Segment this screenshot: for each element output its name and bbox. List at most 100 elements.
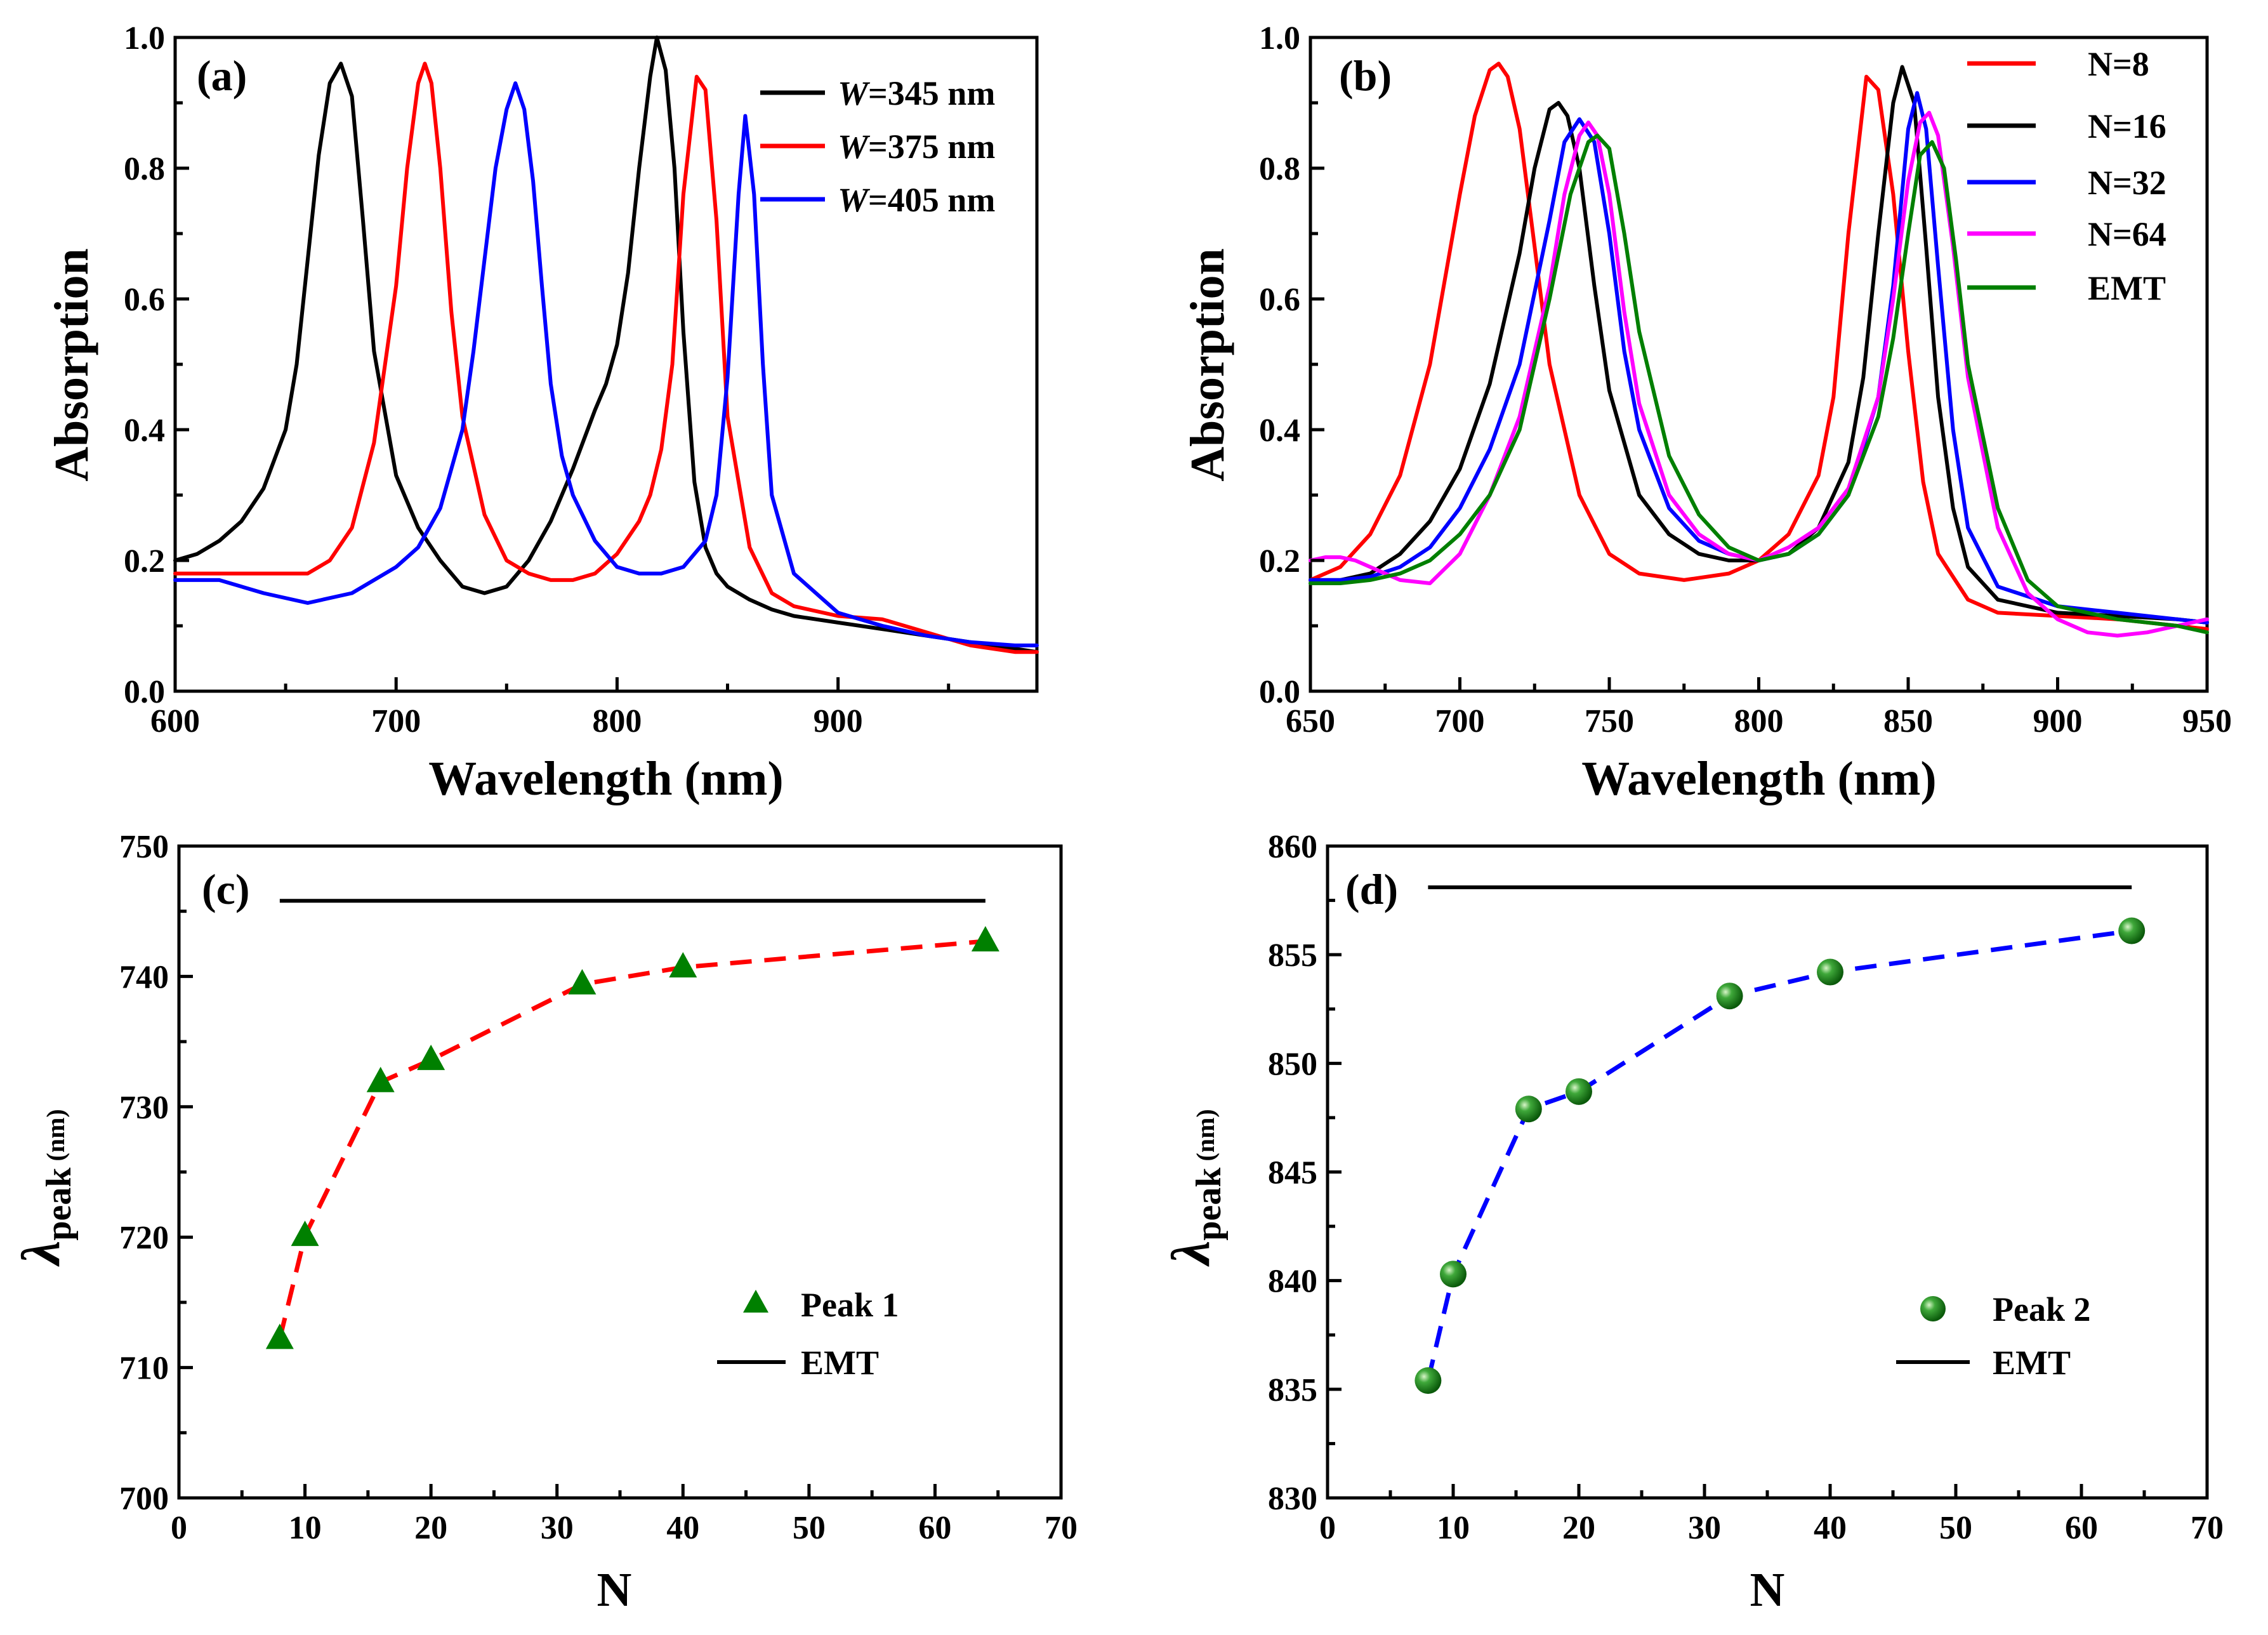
y-tick-label: 0.0 <box>1259 674 1300 710</box>
data-point <box>265 1323 294 1349</box>
legend-label-n32: N=32 <box>2088 164 2166 202</box>
legend-label-n8: N=8 <box>2088 45 2149 83</box>
curves <box>1414 885 2146 1394</box>
ticks: 600 700 800 900 0.0 0.2 0.4 0.6 0.8 1.0 <box>124 20 951 739</box>
x-axis-title: N <box>1750 1563 1785 1617</box>
x-tick-label: 40 <box>1814 1510 1847 1546</box>
x-tick-label: 600 <box>150 703 200 739</box>
y-tick-label: 720 <box>119 1220 169 1256</box>
series-line-1 <box>1309 65 2209 625</box>
panel-d: 0 10 20 30 40 50 60 70 830 835 840 845 850 855 860 (d)… <box>1160 829 2224 1617</box>
legend-label-emt: EMT <box>801 1344 879 1382</box>
y-tick-label: 0.8 <box>124 151 165 187</box>
panel-a: 600 700 800 900 0.0 0.2 0.4 0.6 0.8 1.0 (a) Wavel… <box>45 20 1039 805</box>
panel-label: (b) <box>1339 51 1392 100</box>
legend-value: =405 nm <box>868 181 995 219</box>
series-line-1 <box>173 62 1039 654</box>
y-tick-label: 0.6 <box>1259 282 1300 318</box>
x-tick-label: 10 <box>1437 1510 1470 1546</box>
y-tick-label: 0.6 <box>124 282 165 318</box>
legend-label-n64: N=64 <box>2088 215 2166 253</box>
x-axis-title: N <box>597 1563 632 1617</box>
ticks: 650 700 750 800 850 900 950 0.0 0.2 0.4 0.6 0.8 1.0 <box>1259 20 2232 739</box>
x-tick-label: 900 <box>2033 703 2083 739</box>
legend-marker-peak1 <box>743 1290 768 1313</box>
y-tick-label: 0.0 <box>124 674 165 710</box>
panel-label: (c) <box>202 865 249 913</box>
data-point <box>1566 1078 1592 1105</box>
x-tick-label: 850 <box>1883 703 1933 739</box>
data-point <box>1515 1096 1542 1123</box>
data-point <box>2118 917 2146 944</box>
x-tick-label: 750 <box>1585 703 1634 739</box>
legend-label-emt: EMT <box>2088 269 2166 307</box>
x-tick-label: 800 <box>592 703 642 739</box>
legend-value: =375 nm <box>868 128 995 166</box>
legend-label-peak1: Peak 1 <box>801 1286 899 1324</box>
data-point <box>568 969 597 995</box>
legend-label-w405: W=405 nm <box>838 181 995 219</box>
x-axis-title: Wavelength (nm) <box>1581 752 1936 805</box>
y-tick-label: 0.8 <box>1259 151 1300 187</box>
y-tick-label: 830 <box>1268 1481 1317 1517</box>
series-line-2 <box>1309 91 2209 625</box>
x-tick-label: 50 <box>793 1510 826 1546</box>
plot-frame <box>1326 844 2209 1500</box>
y-tick-label: 750 <box>119 829 169 865</box>
legend-value: =345 nm <box>868 74 995 112</box>
y-tick-label: 840 <box>1268 1264 1317 1300</box>
y-tick-label: 740 <box>119 959 169 995</box>
y-title-unit: (nm) <box>41 1109 70 1167</box>
x-tick-label: 0 <box>171 1510 187 1546</box>
plot-frame <box>177 844 1063 1500</box>
legend-label-w345: W=345 nm <box>838 74 995 112</box>
y-title-subscript: peak <box>1189 1167 1229 1241</box>
ticks: 0 10 20 30 40 50 60 70 830 835 840 845 850 855 860 <box>1268 829 2224 1546</box>
legend-label-peak2: Peak 2 <box>1993 1290 2091 1328</box>
legend-w-symbol: W <box>838 74 871 112</box>
x-tick-label: 650 <box>1286 703 1335 739</box>
y-axis-title: Absorption <box>45 248 98 481</box>
y-tick-label: 0.2 <box>124 543 165 579</box>
x-tick-label: 700 <box>371 703 421 739</box>
panel-label: (a) <box>197 51 247 100</box>
y-title-lambda: λ <box>10 1241 71 1267</box>
series-line-2 <box>173 81 1039 647</box>
legend-label-w375: W=375 nm <box>838 128 995 166</box>
series-line-4 <box>1309 133 2209 635</box>
x-tick-label: 70 <box>1045 1510 1078 1546</box>
y-tick-label: 0.4 <box>124 413 165 449</box>
data-point <box>1440 1261 1467 1288</box>
x-tick-label: 700 <box>1435 703 1485 739</box>
x-tick-label: 60 <box>2065 1510 2098 1546</box>
y-title-lambda: λ <box>1160 1241 1221 1267</box>
y-tick-label: 855 <box>1268 937 1317 974</box>
x-tick-label: 30 <box>1688 1510 1721 1546</box>
legend-w-symbol: W <box>838 128 871 166</box>
y-axis-title: λpeak (nm) <box>1160 1109 1229 1267</box>
y-tick-label: 1.0 <box>1259 20 1300 56</box>
y-tick-label: 835 <box>1268 1372 1317 1408</box>
y-axis-title: Absorption <box>1181 248 1234 481</box>
y-tick-label: 700 <box>119 1481 169 1517</box>
curves <box>265 899 999 1349</box>
x-tick-label: 20 <box>414 1510 447 1546</box>
x-tick-label: 20 <box>1562 1510 1595 1546</box>
legend-w-symbol: W <box>838 181 871 219</box>
fit-dashed-line <box>277 939 986 1340</box>
data-point <box>366 1066 395 1092</box>
y-tick-label: 845 <box>1268 1155 1317 1191</box>
y-tick-label: 0.2 <box>1259 543 1300 579</box>
legend: W=345 nm W=375 nm W=405 nm <box>760 74 995 219</box>
x-tick-label: 10 <box>289 1510 322 1546</box>
series-line-3 <box>1309 110 2209 638</box>
x-tick-label: 0 <box>1319 1510 1336 1546</box>
x-axis-title: Wavelength (nm) <box>428 752 783 805</box>
x-tick-label: 40 <box>666 1510 699 1546</box>
x-tick-label: 50 <box>1939 1510 1972 1546</box>
y-tick-label: 850 <box>1268 1046 1317 1082</box>
legend-marker-peak2 <box>1920 1296 1946 1321</box>
legend-label-emt: EMT <box>1993 1344 2071 1382</box>
x-tick-label: 900 <box>814 703 863 739</box>
